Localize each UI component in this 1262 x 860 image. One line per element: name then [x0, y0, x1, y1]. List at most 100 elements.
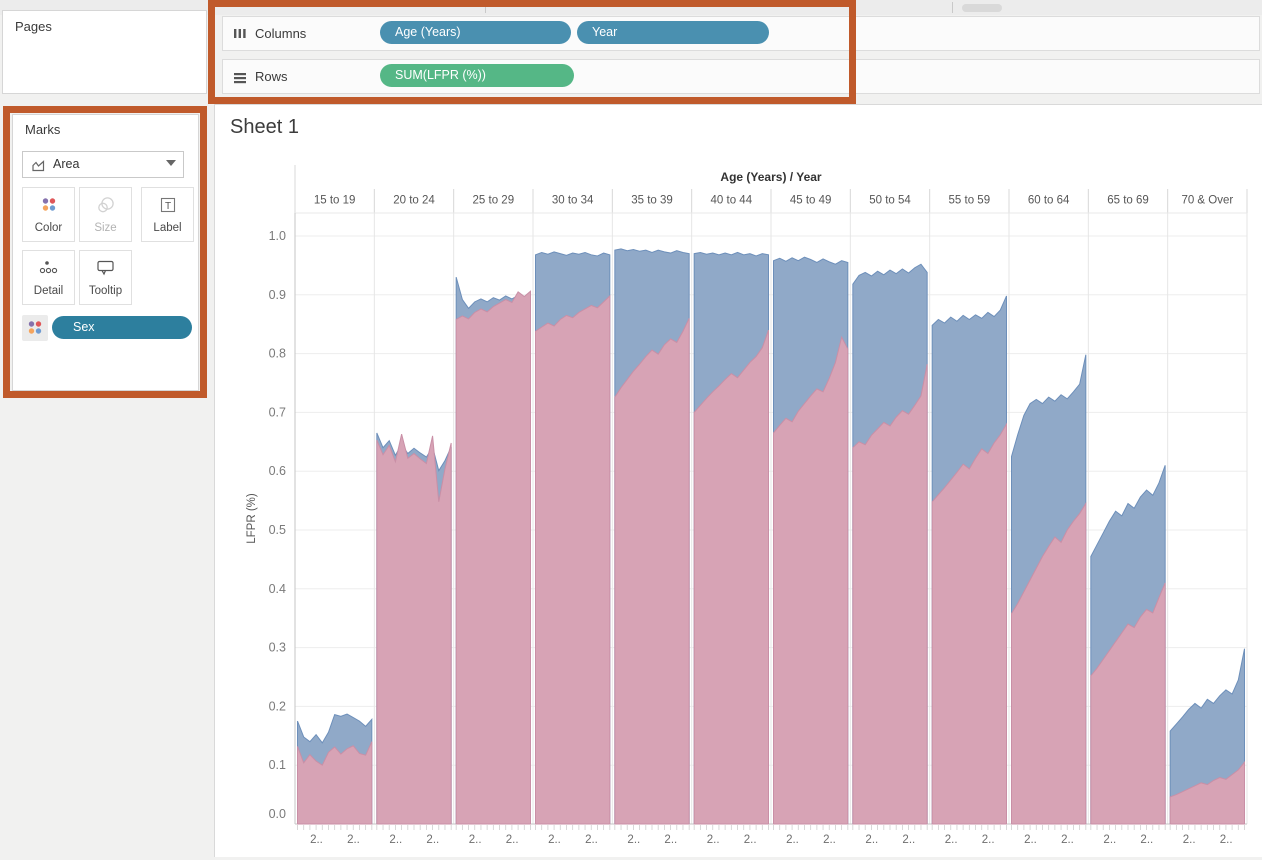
- area-mark-pink[interactable]: [455, 290, 531, 825]
- y-tick-label: 0.5: [269, 523, 286, 537]
- color-dots-icon: [23, 196, 74, 216]
- x-tick-label: 2..: [310, 834, 323, 846]
- pill-sum-lfpr[interactable]: SUM(LFPR (%)): [380, 64, 574, 87]
- pages-shelf-label: Pages: [15, 19, 52, 34]
- svg-text:T: T: [164, 201, 170, 212]
- size-button: Size: [79, 187, 132, 242]
- pages-shelf[interactable]: Pages: [2, 10, 207, 94]
- columns-shelf-label: Columns: [255, 26, 307, 41]
- y-tick-label: 0.8: [269, 347, 286, 361]
- toolbar-divider: [952, 2, 953, 13]
- y-tick-label: 0.1: [269, 758, 286, 772]
- age-group-header: 60 to 64: [1028, 195, 1070, 207]
- x-tick-label: 2..: [707, 834, 720, 846]
- area-mark-pink[interactable]: [931, 422, 1007, 825]
- marks-card: Marks Area Color Size T Label Detail: [12, 114, 199, 391]
- y-axis-title: LFPR (%): [246, 493, 258, 544]
- age-group-header: 65 to 69: [1107, 195, 1149, 207]
- x-tick-label: 2..: [389, 834, 402, 846]
- age-group-header: 20 to 24: [393, 195, 435, 207]
- x-tick-label: 2..: [585, 834, 598, 846]
- age-group-header: 50 to 54: [869, 195, 911, 207]
- color-button[interactable]: Color: [22, 187, 75, 242]
- tooltip-bubble-icon: [80, 259, 131, 279]
- y-tick-label: 0.0: [269, 807, 286, 821]
- x-tick-label: 2..: [506, 834, 519, 846]
- sex-pill-color-chip[interactable]: [22, 315, 48, 341]
- sheet-title: Sheet 1: [230, 116, 299, 138]
- lfpr-area-chart: 0.0 0.1 0.2 0.3 0.4 0.5 0.6 0.7 0.8 0.9 1.0 Age (Ye…: [246, 165, 1248, 846]
- area-mark-pink[interactable]: [297, 741, 373, 825]
- y-tick-label: 1.0: [269, 229, 286, 243]
- toolbar-drag-handle: [962, 4, 1002, 12]
- columns-shelf[interactable]: Columns Age (Years) Year: [222, 16, 1260, 51]
- x-tick-label: 2..: [744, 834, 757, 846]
- y-tick-label: 0.3: [269, 641, 286, 655]
- x-tick-label: 2..: [1024, 834, 1037, 846]
- x-tick-label: 2..: [469, 834, 482, 846]
- x-tick-label: 2..: [865, 834, 878, 846]
- worksheet-view: Sheet 1 0.0 0.1 0.2 0.3 0.4 0.5 0.6 0.7 0.8 0.9 1.…: [214, 104, 1262, 857]
- area-mark-pink[interactable]: [773, 335, 849, 825]
- chevron-down-icon[interactable]: [166, 160, 176, 166]
- x-tick-label: 2..: [1061, 834, 1074, 846]
- age-group-header: 70 & Over: [1181, 195, 1233, 207]
- area-mark-icon: [32, 159, 45, 177]
- y-tick-label: 0.9: [269, 288, 286, 302]
- rows-shelf[interactable]: Rows SUM(LFPR (%)): [222, 59, 1260, 94]
- y-tick-label: 0.7: [269, 405, 286, 419]
- label-button[interactable]: T Label: [141, 187, 194, 242]
- column-header-title: Age (Years) / Year: [720, 170, 822, 184]
- marks-card-title: Marks: [25, 122, 61, 137]
- area-mark-pink[interactable]: [376, 434, 452, 825]
- x-tick-label: 2..: [426, 834, 439, 846]
- x-tick-label: 2..: [1220, 834, 1233, 846]
- x-tick-label: 2..: [982, 834, 995, 846]
- columns-icon: [233, 27, 247, 45]
- age-group-header: 25 to 29: [473, 195, 515, 207]
- tooltip-button-label: Tooltip: [88, 285, 123, 297]
- pill-year[interactable]: Year: [577, 21, 769, 44]
- mark-type-dropdown[interactable]: Area: [22, 151, 184, 178]
- age-group-header: 30 to 34: [552, 195, 594, 207]
- detail-button[interactable]: Detail: [22, 250, 75, 305]
- area-mark-pink[interactable]: [535, 294, 611, 825]
- x-tick-label: 2..: [902, 834, 915, 846]
- area-mark-pink[interactable]: [1011, 501, 1087, 825]
- x-tick-label: 2..: [1183, 834, 1196, 846]
- area-mark-pink[interactable]: [693, 329, 769, 825]
- y-tick-label: 0.6: [269, 464, 286, 478]
- x-tick-label: 2..: [1103, 834, 1116, 846]
- y-tick-label: 0.2: [269, 699, 286, 713]
- x-tick-label: 2..: [548, 834, 561, 846]
- size-button-label: Size: [94, 222, 117, 234]
- x-tick-label: 2..: [786, 834, 799, 846]
- age-group-header: 55 to 59: [949, 195, 991, 207]
- age-group-header: 45 to 49: [790, 195, 832, 207]
- area-mark-pink[interactable]: [852, 364, 928, 825]
- pill-age-years[interactable]: Age (Years): [380, 21, 571, 44]
- pill-sex[interactable]: Sex: [52, 316, 192, 339]
- area-mark-pink[interactable]: [1169, 760, 1245, 825]
- size-circles-icon: [80, 196, 131, 216]
- area-mark-pink[interactable]: [614, 318, 690, 825]
- age-group-header: 35 to 39: [631, 195, 673, 207]
- area-mark-pink[interactable]: [1090, 582, 1166, 825]
- color-button-label: Color: [34, 222, 63, 234]
- label-t-icon: T: [142, 196, 193, 216]
- age-group-header: 15 to 19: [314, 195, 356, 207]
- x-tick-label: 2..: [347, 834, 360, 846]
- age-group-header: 40 to 44: [711, 195, 753, 207]
- detail-button-label: Detail: [33, 285, 64, 297]
- x-tick-label: 2..: [627, 834, 640, 846]
- rows-shelf-label: Rows: [255, 69, 288, 84]
- x-tick-label: 2..: [945, 834, 958, 846]
- color-dots-icon: [28, 321, 42, 334]
- mark-type-label: Area: [53, 157, 80, 171]
- tooltip-button[interactable]: Tooltip: [79, 250, 132, 305]
- x-tick-label: 2..: [823, 834, 836, 846]
- y-tick-label: 0.4: [269, 582, 286, 596]
- detail-dots-icon: [23, 259, 74, 279]
- label-button-label: Label: [153, 222, 182, 234]
